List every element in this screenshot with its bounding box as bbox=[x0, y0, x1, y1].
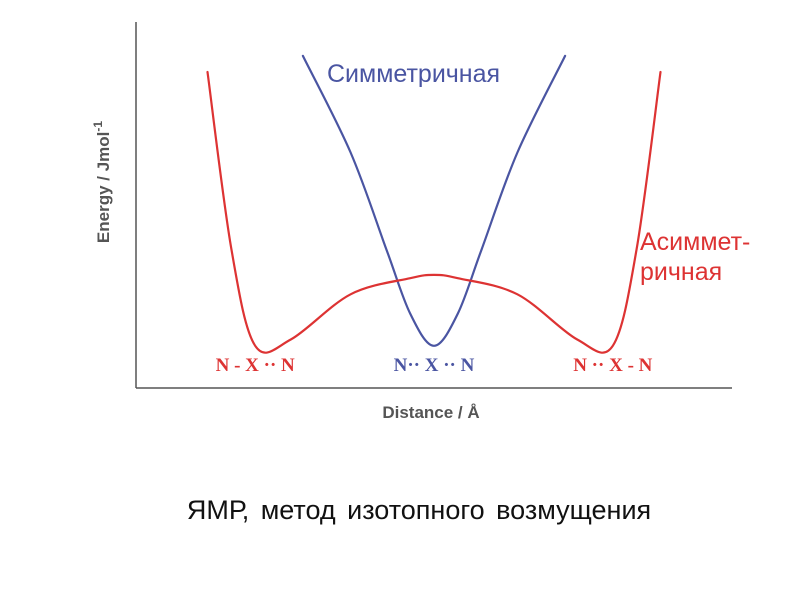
x-axis-label: Distance / Å bbox=[382, 403, 479, 422]
state-label-center: N·· X ·· N bbox=[394, 355, 475, 376]
asymmetric-curve bbox=[206, 70, 662, 354]
state-label-left: N - X ·· N bbox=[216, 355, 295, 376]
state-label-right: N ·· X - N bbox=[573, 355, 652, 376]
asymmetric-series-label: Асиммет- ричная bbox=[640, 228, 757, 286]
symmetric-curve bbox=[301, 54, 567, 347]
caption: ЯМР, метод изотопного возмущения bbox=[186, 495, 652, 525]
symmetric-series-label: Симметричная bbox=[327, 60, 500, 88]
y-axis-label: Energy / Jmol-1 bbox=[91, 121, 113, 243]
